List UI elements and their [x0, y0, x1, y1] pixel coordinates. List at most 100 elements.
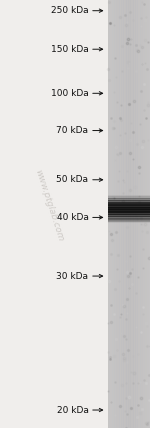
Bar: [144, 0, 145, 428]
Bar: [135, 0, 136, 428]
Bar: [108, 195, 150, 196]
Text: www.ptglab.com: www.ptglab.com: [34, 168, 65, 243]
Bar: [108, 207, 150, 208]
Text: 100 kDa: 100 kDa: [51, 89, 88, 98]
Bar: [108, 221, 150, 222]
Bar: [137, 0, 138, 428]
Bar: [149, 0, 150, 428]
Bar: [108, 203, 150, 204]
Bar: [108, 218, 150, 219]
Text: 30 kDa: 30 kDa: [57, 271, 88, 281]
Bar: [147, 0, 148, 428]
Bar: [146, 0, 147, 428]
Bar: [138, 0, 139, 428]
Bar: [108, 220, 150, 221]
Bar: [123, 0, 124, 428]
Bar: [119, 0, 120, 428]
Bar: [108, 220, 150, 222]
Bar: [108, 211, 150, 212]
Bar: [144, 0, 145, 428]
Bar: [136, 0, 137, 428]
Bar: [108, 209, 150, 210]
Bar: [109, 0, 110, 428]
Bar: [121, 0, 122, 428]
Bar: [108, 199, 150, 201]
Bar: [118, 0, 120, 428]
Bar: [108, 213, 150, 214]
Text: 40 kDa: 40 kDa: [57, 213, 88, 222]
Bar: [129, 0, 130, 428]
Bar: [135, 0, 136, 428]
Bar: [108, 198, 150, 199]
Bar: [120, 0, 121, 428]
Bar: [142, 0, 143, 428]
Bar: [123, 0, 124, 428]
Bar: [130, 0, 131, 428]
Bar: [108, 0, 150, 428]
Bar: [108, 201, 150, 202]
Bar: [108, 200, 150, 202]
Bar: [149, 0, 150, 428]
Bar: [108, 216, 150, 217]
Bar: [108, 211, 150, 213]
Bar: [137, 0, 138, 428]
Bar: [108, 222, 150, 223]
Bar: [112, 0, 113, 428]
Text: 50 kDa: 50 kDa: [57, 175, 88, 184]
Bar: [111, 0, 112, 428]
Bar: [140, 0, 141, 428]
Bar: [127, 0, 128, 428]
Bar: [142, 0, 143, 428]
Bar: [108, 206, 150, 207]
Bar: [121, 0, 122, 428]
Bar: [122, 0, 123, 428]
Bar: [133, 0, 134, 428]
Bar: [114, 0, 115, 428]
Bar: [131, 0, 132, 428]
Bar: [108, 207, 150, 208]
Bar: [108, 199, 150, 200]
Bar: [114, 0, 115, 428]
Bar: [108, 204, 150, 205]
Bar: [111, 0, 112, 428]
Bar: [139, 0, 140, 428]
Bar: [141, 0, 142, 428]
Bar: [130, 0, 131, 428]
Bar: [108, 210, 150, 211]
Bar: [108, 198, 150, 199]
Bar: [108, 202, 150, 203]
Bar: [132, 0, 133, 428]
Bar: [108, 219, 150, 220]
Bar: [108, 196, 150, 197]
Bar: [132, 0, 134, 428]
Bar: [117, 0, 118, 428]
Text: 20 kDa: 20 kDa: [57, 405, 88, 415]
Bar: [109, 0, 110, 428]
Bar: [113, 0, 114, 428]
Bar: [108, 209, 150, 211]
Bar: [108, 205, 150, 206]
Bar: [108, 202, 150, 204]
Bar: [108, 214, 150, 215]
Bar: [145, 0, 146, 428]
Bar: [140, 0, 141, 428]
Bar: [148, 0, 149, 428]
Bar: [125, 0, 126, 428]
Bar: [108, 214, 150, 215]
Bar: [108, 197, 150, 198]
Bar: [124, 0, 125, 428]
Text: 70 kDa: 70 kDa: [57, 126, 88, 135]
Bar: [126, 0, 127, 428]
Bar: [116, 0, 117, 428]
Bar: [108, 216, 150, 217]
Bar: [110, 0, 111, 428]
Bar: [128, 0, 129, 428]
Bar: [108, 212, 150, 213]
Bar: [116, 0, 117, 428]
Bar: [143, 0, 144, 428]
Bar: [118, 0, 119, 428]
Bar: [108, 0, 109, 428]
Bar: [134, 0, 135, 428]
Bar: [128, 0, 129, 428]
Bar: [115, 0, 116, 428]
